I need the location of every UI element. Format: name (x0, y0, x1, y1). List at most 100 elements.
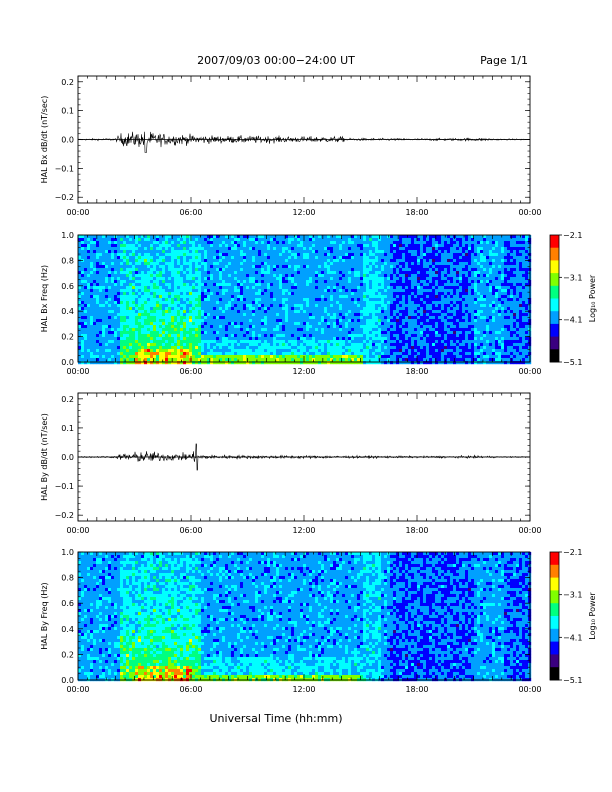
spectrogram-cell (111, 265, 115, 269)
spectrogram-cell (144, 289, 148, 293)
spectrogram-cell (480, 313, 484, 317)
spectrogram-cell (297, 295, 301, 299)
spectrogram-cell (318, 277, 322, 281)
spectrogram-cell (192, 304, 196, 308)
spectrogram-cell (183, 250, 187, 254)
spectrogram-cell (489, 253, 493, 257)
spectrogram-cell (222, 307, 226, 311)
spectrogram-cell (114, 319, 118, 323)
spectrogram-cell (438, 295, 442, 299)
spectrogram-cell (474, 313, 478, 317)
spectrogram-cell (495, 268, 499, 272)
spectrogram-cell (462, 250, 466, 254)
spectrogram-cell (459, 322, 463, 326)
spectrogram-cell (300, 277, 304, 281)
spectrogram-cell (390, 235, 394, 239)
spectrogram-cell (126, 262, 130, 266)
spectrogram-cell (432, 256, 436, 260)
spectrogram-cell (159, 310, 163, 314)
spectrogram-cell (363, 253, 367, 257)
spectrogram-cell (372, 298, 376, 302)
spectrogram-cell (321, 274, 325, 278)
spectrogram-cell (171, 289, 175, 293)
spectrogram-cell (384, 289, 388, 293)
spectrogram-cell (342, 313, 346, 317)
spectrogram-cell (396, 250, 400, 254)
spectrogram-cell (231, 313, 235, 317)
spectrogram-cell (291, 283, 295, 287)
spectrogram-cell (288, 253, 292, 257)
spectrogram-cell (135, 295, 139, 299)
spectrogram-cell (483, 292, 487, 296)
spectrogram-cell (429, 322, 433, 326)
spectrogram-cell (387, 310, 391, 314)
spectrogram-cell (492, 253, 496, 257)
spectrogram-cell (225, 298, 229, 302)
spectrogram-cell (312, 268, 316, 272)
spectrogram-cell (183, 298, 187, 302)
spectrogram-cell (258, 328, 262, 332)
spectrogram-cell (465, 253, 469, 257)
spectrogram-cell (519, 295, 523, 299)
spectrogram-cell (468, 235, 472, 239)
spectrogram-cell (126, 316, 130, 320)
spectrogram-cell (243, 247, 247, 251)
spectrogram-cell (192, 259, 196, 263)
spectrogram-cell (327, 313, 331, 317)
spectrogram-cell (201, 241, 205, 245)
spectrogram-cell (99, 238, 103, 242)
spectrogram-cell (492, 265, 496, 269)
spectrogram-cell (381, 283, 385, 287)
spectrogram-cell (177, 235, 181, 239)
spectrogram-cell (483, 325, 487, 329)
spectrogram-cell (204, 277, 208, 281)
spectrogram-cell (147, 274, 151, 278)
spectrogram-cell (249, 286, 253, 290)
spectrogram-cell (168, 295, 172, 299)
spectrogram-cell (450, 238, 454, 242)
spectrogram-cell (255, 274, 259, 278)
spectrogram-cell (111, 274, 115, 278)
spectrogram-cell (387, 271, 391, 275)
spectrogram-cell (393, 238, 397, 242)
spectrogram-cell (390, 292, 394, 296)
spectrogram-cell (432, 301, 436, 305)
spectrogram-cell (279, 298, 283, 302)
spectrogram-cell (333, 298, 337, 302)
spectrogram-cell (426, 247, 430, 251)
spectrogram-cell (231, 307, 235, 311)
spectrogram-cell (354, 238, 358, 242)
spectrogram-cell (348, 235, 352, 239)
spectrogram-cell (90, 280, 94, 284)
spectrogram-cell (288, 301, 292, 305)
spectrogram-cell (192, 253, 196, 257)
spectrogram-cell (240, 241, 244, 245)
spectrogram-cell (459, 304, 463, 308)
spectrogram-cell (84, 325, 88, 329)
spectrogram-cell (501, 322, 505, 326)
spectrogram-cell (327, 295, 331, 299)
spectrogram-cell (207, 244, 211, 248)
spectrogram-cell (159, 265, 163, 269)
spectrogram-cell (96, 253, 100, 257)
spectrogram-cell (516, 313, 520, 317)
spectrogram-cell (489, 268, 493, 272)
spectrogram-cell (102, 307, 106, 311)
spectrogram-cell (486, 304, 490, 308)
spectrogram-cell (426, 310, 430, 314)
spectrogram-cell (276, 280, 280, 284)
spectrogram-cell (189, 241, 193, 245)
spectrogram-cell (330, 310, 334, 314)
spectrogram-cell (207, 271, 211, 275)
spectrogram-cell (150, 304, 154, 308)
spectrogram-cell (240, 325, 244, 329)
spectrogram-cell (495, 319, 499, 323)
spectrogram-cell (387, 250, 391, 254)
spectrogram-cell (300, 304, 304, 308)
spectrogram-cell (501, 274, 505, 278)
spectrogram-cell (321, 280, 325, 284)
spectrogram-cell (414, 259, 418, 263)
spectrogram-cell (363, 271, 367, 275)
spectrogram-cell (246, 247, 250, 251)
spectrogram-cell (195, 304, 199, 308)
